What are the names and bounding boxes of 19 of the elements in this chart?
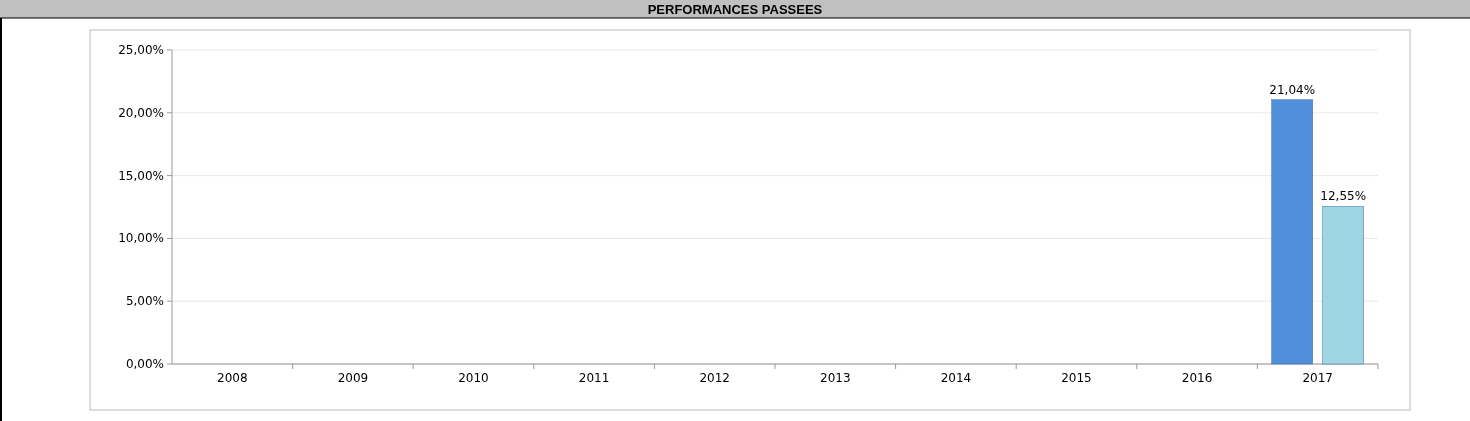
data-label: 21,04% (1269, 82, 1316, 97)
x-tick-label: 2013 (820, 371, 851, 385)
x-tick-label: 2016 (1181, 371, 1213, 385)
y-tick-label: 5,00% (125, 294, 164, 309)
x-tick-label: 2009 (337, 371, 369, 385)
chart-title: PERFORMANCES PASSEES (647, 2, 823, 17)
x-tick-label: 2017 (1302, 371, 1333, 385)
x-tick-label: 2012 (699, 371, 730, 385)
y-tick-label: 15,00% (118, 168, 164, 183)
x-tick-label: 2011 (578, 371, 610, 385)
x-tick-label: 2010 (458, 371, 489, 385)
y-tick-label: 25,00% (118, 43, 164, 57)
y-tick-label: 10,00% (118, 231, 164, 246)
x-tick-label: 2014 (940, 371, 972, 385)
y-tick-label: 0,00% (125, 357, 164, 371)
x-tick-label: 2015 (1061, 371, 1092, 385)
y-tick-label: 20,00% (118, 105, 164, 120)
data-label: 12,55% (1320, 189, 1367, 204)
x-tick-label: 2008 (217, 371, 248, 385)
